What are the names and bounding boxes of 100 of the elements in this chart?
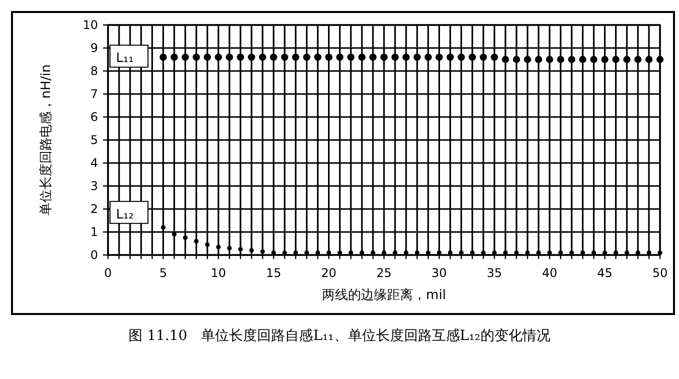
point: [580, 250, 586, 255]
point: [591, 250, 596, 255]
point: [326, 250, 332, 255]
point: [170, 54, 178, 61]
y-tick-label: 4: [90, 156, 98, 170]
point: [614, 250, 618, 255]
y-tick-label: 0: [90, 248, 98, 262]
y-tick-label: 7: [90, 87, 98, 101]
point: [436, 250, 442, 255]
point: [524, 56, 532, 64]
point: [623, 56, 630, 64]
point: [270, 54, 278, 61]
y-tick-label: 5: [90, 133, 98, 147]
point: [192, 54, 200, 61]
point: [348, 250, 354, 255]
point: [601, 56, 608, 64]
point: [292, 54, 300, 61]
point: [402, 54, 410, 61]
point: [392, 250, 398, 255]
point: [369, 54, 377, 61]
point: [347, 54, 354, 61]
point: [612, 56, 620, 64]
point: [404, 250, 408, 255]
point: [204, 54, 211, 61]
point: [470, 250, 475, 255]
point: [546, 56, 554, 64]
x-tick-label: 40: [542, 266, 558, 280]
point: [481, 250, 486, 255]
point: [258, 54, 266, 61]
point: [281, 54, 288, 61]
point: [248, 54, 256, 61]
point: [249, 248, 254, 253]
point: [414, 54, 421, 61]
point: [569, 250, 574, 255]
point: [658, 250, 662, 255]
point: [325, 54, 332, 61]
y-axis-title: 单位长度回路电感，nH/in: [38, 64, 54, 216]
point: [358, 54, 366, 61]
point: [636, 250, 640, 255]
point: [314, 54, 322, 61]
point: [160, 54, 167, 61]
point: [226, 54, 234, 61]
point: [214, 54, 222, 61]
point: [458, 54, 465, 61]
point: [458, 250, 464, 255]
point: [448, 250, 453, 255]
point: [391, 54, 399, 61]
point: [315, 250, 320, 255]
point: [503, 250, 508, 255]
point: [238, 246, 243, 252]
point: [512, 56, 520, 64]
x-tick-label: 15: [266, 266, 282, 280]
point: [282, 250, 287, 255]
point: [558, 250, 563, 255]
point: [646, 250, 652, 255]
point: [656, 56, 664, 64]
point: [645, 56, 653, 64]
point: [579, 56, 586, 64]
point: [160, 225, 166, 230]
point: [205, 242, 210, 247]
x-tick-label: 10: [210, 266, 226, 280]
x-tick-label: 25: [376, 266, 392, 280]
series-label: L₁₁: [116, 51, 134, 66]
y-tick-label: 3: [90, 179, 98, 193]
x-axis-title: 两线的边缘距离，mil: [322, 287, 446, 303]
point: [590, 56, 598, 64]
point: [338, 250, 342, 255]
x-tick-label: 30: [432, 266, 447, 280]
point: [370, 250, 376, 255]
point: [360, 250, 364, 255]
point: [525, 250, 530, 255]
point: [293, 250, 298, 255]
point: [380, 54, 388, 61]
point: [502, 56, 510, 64]
point: [227, 246, 232, 250]
point: [436, 54, 443, 61]
point: [624, 250, 630, 255]
point: [336, 54, 344, 61]
point: [468, 54, 476, 61]
x-tick-label: 20: [321, 266, 336, 280]
point: [568, 56, 576, 64]
caption: 图 11.10 单位长度回路自感L₁₁、单位长度回路互感L₁₂的变化情况: [128, 328, 550, 344]
y-tick-label: 2: [90, 202, 98, 216]
point: [634, 56, 642, 64]
x-tick-label: 35: [486, 266, 502, 280]
point: [492, 250, 497, 255]
y-tick-label: 6: [90, 110, 98, 124]
point: [480, 54, 487, 61]
point: [382, 250, 386, 255]
point: [182, 54, 189, 61]
point: [534, 56, 542, 64]
y-tick-label: 9: [90, 41, 98, 55]
point: [172, 232, 177, 237]
point: [490, 54, 498, 61]
point: [414, 250, 420, 255]
point: [557, 56, 564, 64]
x-tick-label: 0: [104, 266, 112, 280]
point: [426, 250, 430, 255]
point: [304, 250, 310, 255]
point: [236, 54, 244, 61]
